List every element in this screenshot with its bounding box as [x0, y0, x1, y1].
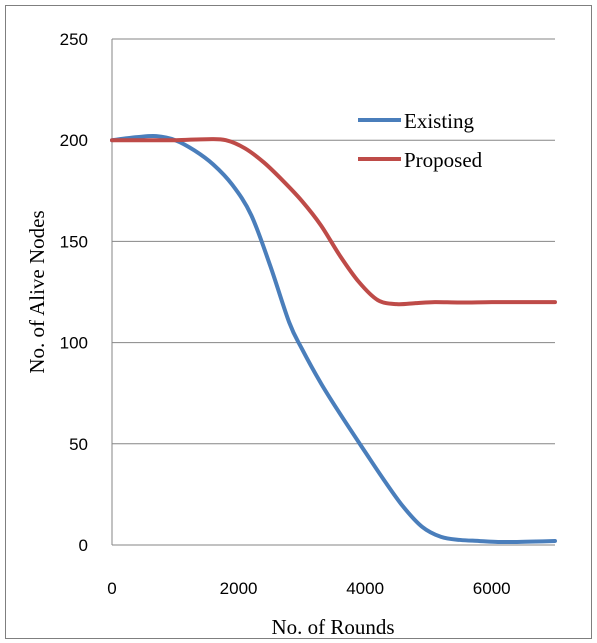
axes	[111, 39, 555, 546]
y-tick-label: 50	[69, 435, 88, 454]
y-tick-label: 150	[60, 232, 88, 251]
x-tick-label: 4000	[346, 579, 384, 598]
x-tick-label: 6000	[473, 579, 511, 598]
y-tick-label: 200	[60, 131, 88, 150]
legend-label-existing: Existing	[404, 109, 475, 133]
series-lines	[110, 134, 557, 545]
legend: Existing Proposed	[358, 109, 483, 172]
x-tick-label: 0	[107, 579, 116, 598]
y-tick-label: 100	[60, 334, 88, 353]
gridlines	[112, 38, 555, 445]
x-tick-labels: 0 2000 4000 6000	[107, 579, 510, 598]
outer-frame	[5, 5, 592, 639]
x-tick-label: 2000	[220, 579, 258, 598]
series-line-proposed	[110, 137, 557, 307]
series-line-existing	[110, 134, 557, 545]
legend-label-proposed: Proposed	[404, 148, 483, 172]
y-axis-title: No. of Alive Nodes	[25, 210, 49, 373]
y-tick-label: 250	[60, 30, 88, 49]
y-tick-labels: 0 50 100 150 200 250	[60, 30, 88, 555]
x-axis-title: No. of Rounds	[271, 615, 394, 639]
y-tick-label: 0	[79, 536, 88, 555]
